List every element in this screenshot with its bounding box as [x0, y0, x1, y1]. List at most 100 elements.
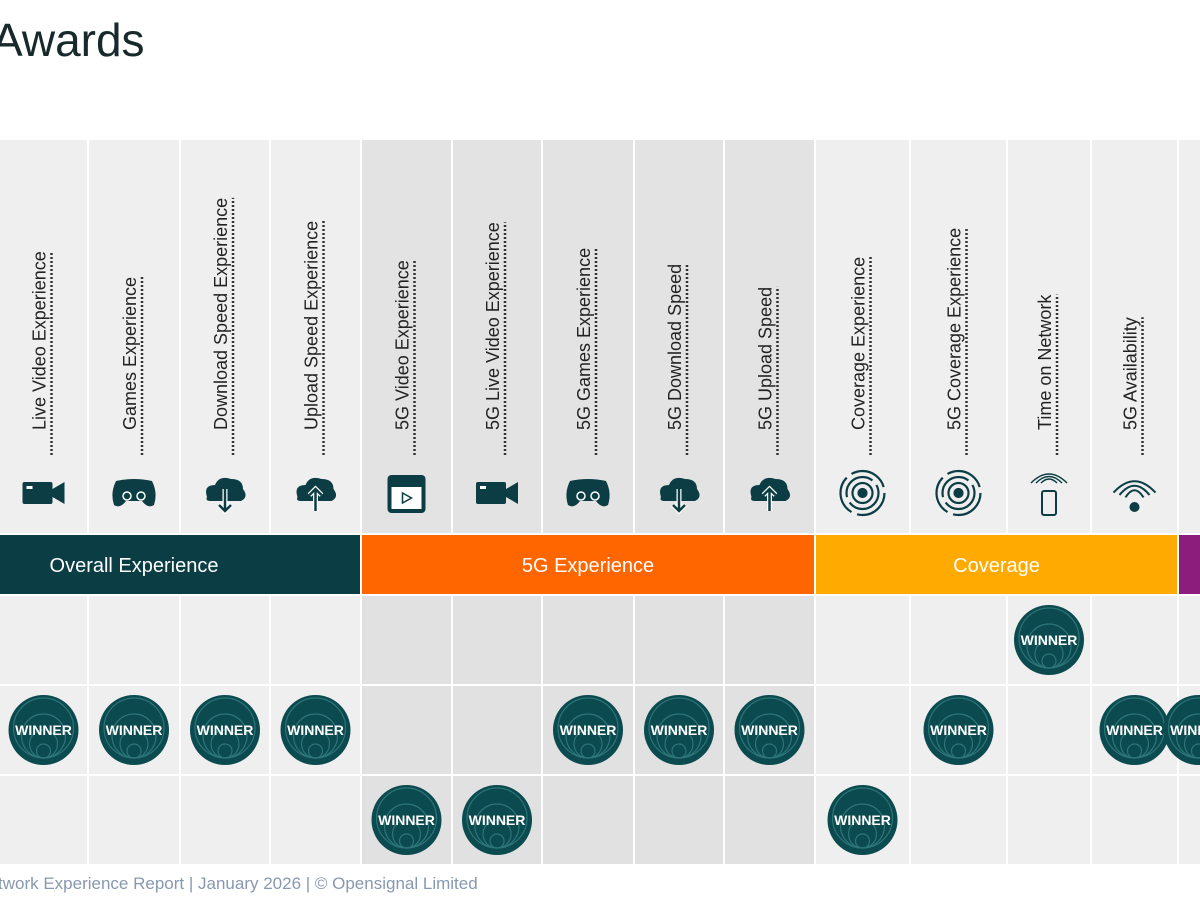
column-header: 5G Download Speed [665, 264, 685, 430]
icon [839, 469, 886, 517]
badge-ring [398, 833, 415, 849]
icon-part [391, 487, 422, 509]
category-bar [362, 535, 814, 594]
winner-badge: WINNER [1014, 605, 1084, 675]
icon-part [762, 487, 777, 511]
winner-badge: WINNER [99, 695, 169, 765]
header-cell [271, 140, 360, 533]
icon-part [506, 482, 518, 504]
badge-ring [950, 743, 967, 759]
icon-part [480, 486, 486, 489]
icon-part [857, 487, 868, 499]
header-cell [89, 140, 179, 533]
icon [206, 477, 246, 515]
icon [1030, 473, 1068, 516]
table-cell [1008, 686, 1090, 774]
header-cell [543, 140, 633, 533]
icon-part [935, 469, 982, 517]
column-header: Download Speed Experience [211, 198, 231, 430]
table-cell [0, 776, 87, 864]
icon-part [136, 491, 146, 501]
table-cell [635, 776, 723, 864]
header-cell [0, 140, 87, 533]
icon-part [1040, 478, 1058, 484]
table-cell [0, 596, 87, 684]
icon-part [308, 487, 323, 511]
icon-part [566, 479, 610, 507]
column-header: 5G Availability [1121, 317, 1141, 430]
winner-badge: WINNER [280, 695, 351, 765]
winner-badge: WINNER [734, 695, 805, 765]
icon-part [851, 481, 874, 505]
header-cell [1092, 140, 1177, 533]
header-cell [635, 140, 723, 533]
table-cell [1092, 776, 1177, 864]
table-cell [816, 686, 909, 774]
badge-ring [1190, 743, 1200, 759]
winner-label: WINNER [651, 722, 708, 738]
page-title: Awards [0, 14, 145, 66]
icon-part [22, 482, 53, 504]
winner-badge: WINNER [1163, 695, 1200, 765]
column-header: 5G Coverage Experience [945, 228, 965, 430]
table-cell [816, 596, 909, 684]
badge-ring [761, 743, 778, 759]
winner-label: WINNER [106, 722, 163, 738]
icon [387, 475, 426, 513]
icon-part [672, 489, 686, 513]
header-cell [181, 140, 269, 533]
badge-ring [307, 743, 324, 759]
column-header: Time on Network [1035, 294, 1055, 430]
table-cell [453, 686, 541, 774]
header-cell [453, 140, 541, 533]
winner-label: WINNER [560, 722, 617, 738]
icon-part [576, 491, 586, 501]
icon-part [52, 482, 65, 504]
winner-label: WINNER [469, 812, 526, 828]
table-cell [362, 596, 451, 684]
table-cell [271, 596, 360, 684]
winner-badge: WINNER [553, 695, 623, 765]
table-cell [453, 596, 541, 684]
header-cell [1008, 140, 1090, 533]
icon-part [476, 482, 506, 504]
icon [660, 477, 700, 515]
winner-label: WINNER [1106, 722, 1163, 738]
icon-part [122, 491, 132, 501]
icon [296, 477, 337, 511]
table-cell [1092, 596, 1177, 684]
column-header: Live Video Experience [30, 251, 50, 430]
winner-label: WINNER [1170, 722, 1200, 738]
winner-label: WINNER [287, 722, 344, 738]
table-cell [1008, 776, 1090, 864]
winner-label: WINNER [378, 812, 435, 828]
badge-ring [854, 833, 871, 849]
icon [22, 482, 65, 504]
icon-part [1118, 484, 1151, 496]
table-cell [181, 776, 269, 864]
winner-badge: WINNER [1099, 695, 1170, 765]
winner-badge: WINNER [827, 785, 898, 855]
badge-ring [35, 743, 52, 759]
icon-part [218, 489, 232, 513]
icon [1112, 480, 1157, 512]
table-cell [725, 776, 814, 864]
icon-part [1124, 489, 1145, 498]
category-label: 5G Experience [522, 555, 654, 577]
category-bar [0, 535, 360, 594]
column-header: 5G Games Experience [574, 248, 594, 430]
header-cell [362, 140, 451, 533]
table-cell [911, 596, 1006, 684]
winner-label: WINNER [741, 722, 798, 738]
icon-part [26, 486, 33, 489]
icon-part [112, 479, 156, 507]
icon-part [1112, 480, 1157, 494]
icon-part [590, 491, 600, 501]
icon [935, 469, 982, 517]
table-cell [181, 596, 269, 684]
icon-part [845, 475, 880, 511]
icon-part [1129, 502, 1140, 512]
category-label: Coverage [953, 555, 1040, 577]
